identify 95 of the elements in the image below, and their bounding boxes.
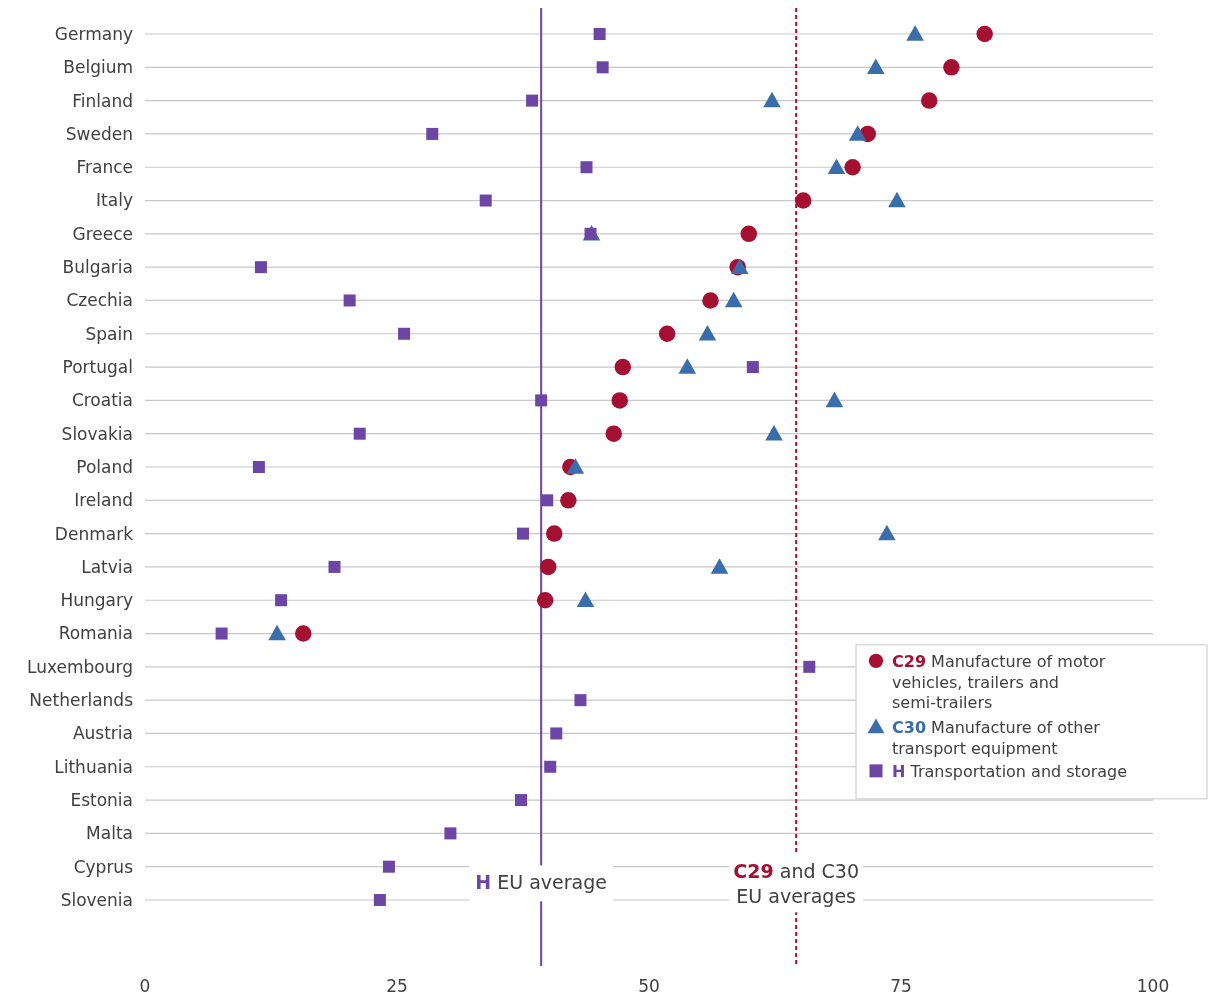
point (514, 794, 527, 807)
point (878, 524, 896, 541)
point (976, 25, 993, 43)
point (803, 660, 816, 673)
legend-label: C29 Manufacture of motor vehicles, trailers and semi-trailers (892, 651, 1106, 713)
point (611, 392, 629, 409)
legend-label: H Transportation and storage (892, 761, 1128, 781)
point (943, 59, 960, 76)
point (541, 494, 554, 507)
point (295, 625, 312, 642)
point (382, 860, 395, 873)
y-tick-label: Austria (72, 723, 133, 744)
legend-label: C30 Manufacture of other transport equipment (892, 717, 1101, 758)
point (724, 291, 743, 308)
x-tick-label: 25 (386, 976, 408, 996)
y-tick-label: Cyprus (73, 856, 134, 877)
y-tick-label: Italy (96, 190, 133, 211)
x-tick-label: 75 (890, 976, 912, 996)
y-tick-label: Germany (54, 23, 133, 44)
point (560, 492, 577, 509)
point (252, 461, 265, 473)
point (328, 560, 341, 573)
y-tick-label: Czechia (66, 290, 133, 311)
point (539, 558, 557, 576)
point (526, 94, 539, 107)
point (517, 527, 529, 540)
y-tick-label: Poland (76, 456, 133, 477)
point (614, 358, 632, 376)
y-tick-label: Greece (72, 223, 133, 244)
point (535, 394, 548, 407)
point (827, 158, 846, 174)
point (275, 594, 288, 607)
point (698, 324, 717, 341)
y-tick-label: Finland (72, 90, 133, 111)
y-tick-label: Belgium (63, 57, 133, 78)
x-tick-label: 0 (139, 976, 151, 996)
y-tick-label: Latvia (81, 556, 133, 577)
point (550, 727, 563, 740)
ref-line-label: C29 and C30 EU averages (733, 860, 859, 908)
y-tick-label: Portugal (62, 357, 133, 378)
point (825, 391, 844, 408)
point (544, 760, 557, 773)
point (576, 591, 595, 607)
y-tick-label: Bulgaria (62, 257, 133, 278)
y-tick-label: Sweden (65, 123, 133, 144)
y-tick-label: Lithuania (54, 756, 133, 777)
point (906, 25, 924, 41)
point (702, 292, 719, 309)
point (566, 458, 585, 474)
point (398, 327, 411, 340)
point (605, 425, 622, 442)
point (546, 525, 563, 542)
point (596, 61, 609, 74)
point (353, 427, 366, 440)
y-tick-label: Slovakia (61, 423, 133, 444)
point (740, 225, 758, 243)
point (710, 558, 729, 574)
ref-line-label: H EU average (475, 871, 607, 894)
point (536, 591, 554, 609)
point (678, 358, 697, 374)
point (888, 191, 906, 208)
point (593, 28, 606, 40)
point (763, 91, 781, 108)
point (268, 624, 286, 641)
y-tick-label: France (76, 157, 133, 178)
point (794, 192, 812, 209)
point (746, 361, 759, 374)
y-tick-label: Estonia (70, 790, 133, 811)
point (765, 424, 783, 441)
x-tick-label: 50 (638, 976, 660, 996)
y-tick-label: Spain (85, 323, 133, 344)
point (343, 294, 356, 307)
point (580, 161, 593, 174)
x-tick-label: 100 (1136, 976, 1170, 996)
point (867, 58, 885, 75)
y-tick-label: Netherlands (29, 690, 134, 711)
y-tick-label: Croatia (71, 390, 133, 411)
point (479, 194, 492, 207)
y-tick-label: Hungary (60, 590, 133, 611)
y-tick-label: Malta (86, 823, 133, 844)
point (426, 127, 439, 140)
point (373, 894, 386, 906)
y-tick-label: Slovenia (60, 889, 133, 910)
y-tick-label: Ireland (74, 490, 133, 511)
y-tick-label: Denmark (54, 523, 134, 544)
y-tick-label: Romania (58, 623, 133, 644)
point (844, 158, 861, 176)
point (574, 694, 587, 707)
y-tick-label: Luxembourg (27, 656, 133, 677)
point (444, 827, 457, 840)
point (658, 325, 676, 343)
point (848, 125, 867, 141)
point (215, 627, 228, 640)
point (254, 261, 267, 274)
point (920, 92, 938, 109)
